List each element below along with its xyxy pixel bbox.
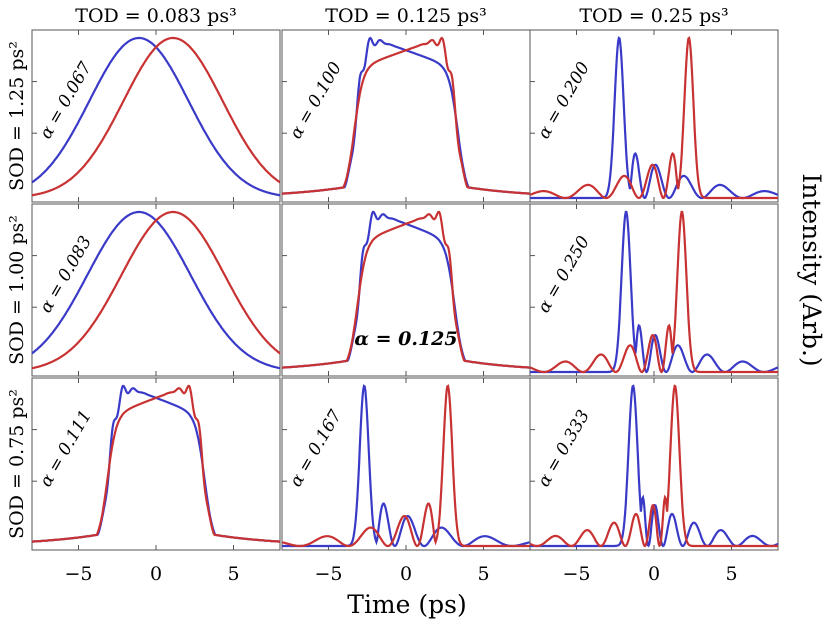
column-label-1: TOD = 0.125 ps³ bbox=[325, 5, 486, 27]
x-axis-label: Time (ps) bbox=[347, 590, 466, 619]
blue-series-line bbox=[530, 36, 779, 200]
red-series-line bbox=[32, 384, 280, 543]
alpha-label: α = 0.167 bbox=[286, 407, 346, 491]
panel-r1-c1 bbox=[281, 203, 531, 377]
column-label-0: TOD = 0.083 ps³ bbox=[75, 5, 236, 27]
column-labels: TOD = 0.083 ps³ TOD = 0.125 ps³ TOD = 0.25… bbox=[75, 5, 728, 27]
blue-series-line bbox=[32, 384, 280, 543]
alpha-label: α = 0.200 bbox=[534, 59, 594, 143]
row-label-0: SOD = 1.25 ps² bbox=[6, 41, 28, 191]
panel-r2-c2: α = 0.333 bbox=[529, 377, 779, 551]
x-tick-label: −5 bbox=[64, 563, 92, 585]
x-tick-labels: −5 0 5 −5 0 5 −5 0 5 bbox=[64, 563, 737, 585]
alpha-label: α = 0.250 bbox=[534, 233, 594, 317]
panel-r2-c1: α = 0.167 bbox=[281, 377, 531, 551]
panel-frame bbox=[281, 377, 531, 551]
panel-r2-c0: α = 0.111 bbox=[31, 377, 281, 551]
panel-r1-c2: α = 0.250 bbox=[529, 203, 779, 377]
panel-frame bbox=[529, 203, 779, 377]
row-label-1: SOD = 1.00 ps² bbox=[6, 215, 28, 365]
x-tick-label: −5 bbox=[314, 563, 342, 585]
panel-frame bbox=[529, 377, 779, 551]
panel-frame bbox=[529, 29, 779, 203]
panel-frame bbox=[281, 29, 531, 203]
x-tick-label: 5 bbox=[725, 563, 737, 585]
red-series-line bbox=[282, 210, 530, 369]
blue-series-line bbox=[282, 384, 531, 548]
panel-r0-c2: α = 0.200 bbox=[529, 29, 779, 203]
red-series-line bbox=[281, 384, 530, 548]
panel-r0-c0: α = 0.067 bbox=[31, 29, 281, 203]
x-tick-label: 0 bbox=[400, 563, 412, 585]
panel-r0-c1: α = 0.100 bbox=[281, 29, 531, 203]
alpha-label: α = 0.111 bbox=[36, 407, 96, 491]
panel-frame bbox=[281, 203, 531, 377]
x-tick-label: 0 bbox=[150, 563, 162, 585]
red-series-line bbox=[31, 36, 281, 197]
red-series-line bbox=[529, 210, 778, 374]
x-tick-label: 5 bbox=[227, 563, 239, 585]
blue-series-line bbox=[31, 210, 281, 370]
column-label-2: TOD = 0.25 ps³ bbox=[579, 5, 728, 27]
red-series-line bbox=[282, 36, 530, 195]
blue-series-line bbox=[282, 36, 530, 195]
red-series-line bbox=[529, 36, 778, 200]
red-series-line bbox=[31, 210, 281, 370]
row-labels: SOD = 1.25 ps² SOD = 1.00 ps² SOD = 0.75 p… bbox=[6, 41, 28, 539]
blue-series-line bbox=[530, 210, 779, 374]
x-tick-label: 5 bbox=[477, 563, 489, 585]
x-tick-label: 0 bbox=[648, 563, 660, 585]
panel-frame bbox=[31, 29, 281, 203]
red-series-line bbox=[529, 384, 778, 548]
panel-r1-c0: α = 0.083 bbox=[31, 203, 281, 377]
x-tick-label: −5 bbox=[562, 563, 590, 585]
blue-series-line bbox=[31, 36, 281, 197]
y-axis-label: Intensity (Arb.) bbox=[797, 173, 826, 366]
panel-frame bbox=[31, 377, 281, 551]
row-label-2: SOD = 0.75 ps² bbox=[6, 389, 28, 539]
highlight-alpha-label: α = 0.125 bbox=[354, 328, 457, 350]
alpha-label: α = 0.067 bbox=[36, 59, 96, 143]
alpha-label: α = 0.100 bbox=[286, 59, 346, 143]
alpha-label: α = 0.333 bbox=[534, 407, 594, 491]
blue-series-line bbox=[530, 384, 779, 548]
